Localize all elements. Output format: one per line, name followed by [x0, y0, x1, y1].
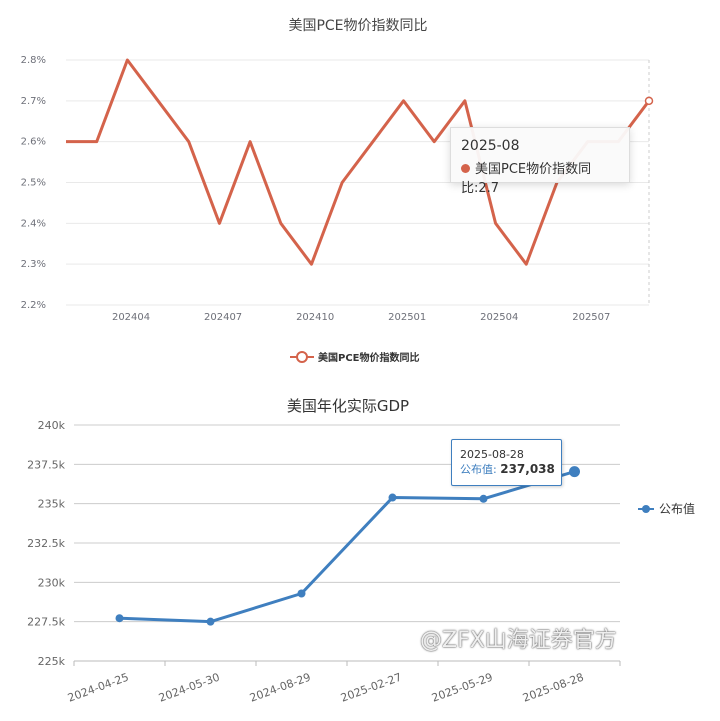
x-tick-label: 2025-05-29 [430, 671, 495, 705]
x-tick-label: 2024-04-25 [66, 671, 131, 705]
data-point [115, 614, 124, 623]
x-tick-label: 2024-05-30 [157, 671, 222, 705]
x-tick-label: 202507 [572, 312, 610, 323]
tooltip-value: 237,038 [500, 462, 555, 476]
pce-chart-title: 美国PCE物价指数同比 [288, 18, 427, 34]
gdp-series-line [119, 470, 575, 624]
data-point [479, 494, 488, 503]
pce-tooltip: 2025-08 美国PCE物价指数同比:2.7 [450, 127, 630, 196]
y-tick-label: 2.5% [21, 178, 46, 189]
y-tick-label: 2.7% [21, 96, 46, 107]
data-point [388, 493, 397, 502]
data-point [644, 96, 654, 106]
tooltip-key: 公布值: [460, 463, 497, 476]
legend-marker-icon [642, 505, 650, 513]
watermark: @ZFX山海证券官方 [420, 628, 617, 653]
pce-series-line [66, 58, 651, 266]
y-tick-label: 240k [38, 419, 66, 432]
data-point [206, 617, 215, 626]
y-tick-label: 2.4% [21, 218, 46, 229]
x-tick-label: 202501 [388, 312, 426, 323]
gdp-legend-label: 公布值 [659, 501, 695, 516]
y-tick-label: 2.6% [21, 137, 46, 148]
x-tick-label: 2025-08-28 [521, 671, 586, 705]
legend-marker-icon [296, 351, 308, 363]
tooltip-value: 美国PCE物价指数同比:2.7 [461, 162, 592, 196]
x-tick-label: 2025-02-27 [339, 671, 404, 705]
tooltip-date: 2025-08 [461, 138, 520, 154]
data-point [297, 589, 306, 598]
series-dot-icon [461, 164, 470, 173]
y-tick-label: 235k [38, 498, 66, 511]
pce-legend[interactable]: 美国PCE物价指数同比 [290, 351, 420, 364]
y-tick-label: 2.8% [21, 55, 46, 66]
y-tick-label: 230k [38, 576, 66, 589]
x-tick-label: 202407 [204, 312, 242, 323]
y-tick-label: 2.3% [21, 259, 46, 270]
x-tick-label: 2024-08-29 [248, 671, 313, 705]
x-tick-label: 202504 [480, 312, 518, 323]
y-tick-label: 227.5k [27, 616, 65, 629]
gdp-tooltip: 2025-08-28 公布值: 237,038 [451, 439, 562, 486]
gdp-legend[interactable]: 公布值 [638, 501, 695, 516]
x-tick-label: 202404 [112, 312, 150, 323]
data-point [569, 466, 580, 478]
y-tick-label: 237.5k [27, 458, 65, 471]
pce-legend-label: 美国PCE物价指数同比 [318, 351, 420, 364]
y-tick-label: 225k [38, 655, 66, 668]
gdp-chart-title: 美国年化实际GDP [287, 397, 409, 415]
y-tick-label: 2.2% [21, 300, 46, 311]
tooltip-date: 2025-08-28 [460, 448, 524, 461]
x-tick-label: 202410 [296, 312, 334, 323]
y-tick-label: 232.5k [27, 537, 65, 550]
